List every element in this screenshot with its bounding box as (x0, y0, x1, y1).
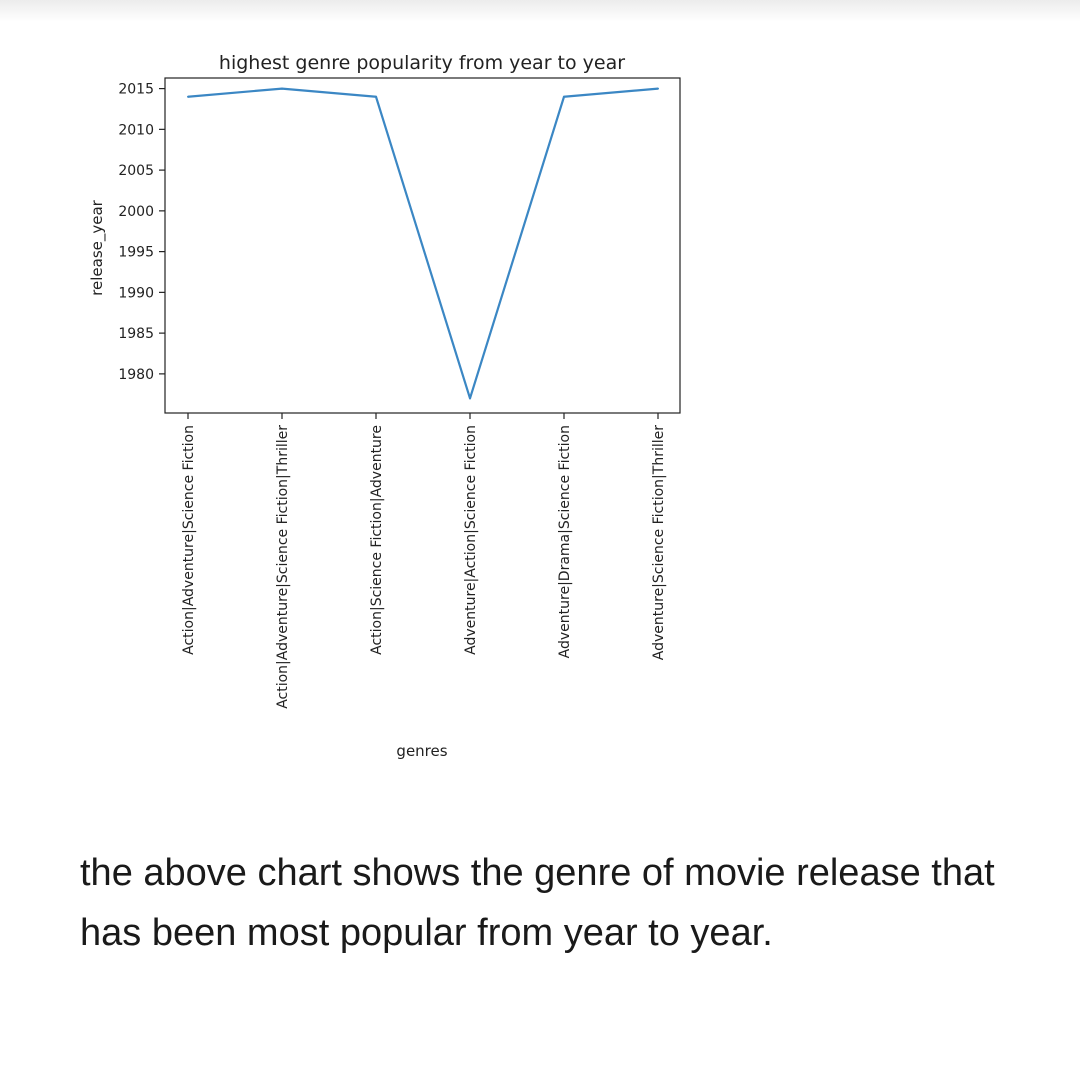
x-tick-label: Action|Science Fiction|Adventure (369, 425, 385, 655)
y-tick-label: 2010 (118, 122, 154, 138)
chart-title: highest genre popularity from year to ye… (219, 52, 625, 74)
y-axis-label: release_year (88, 199, 107, 295)
x-tick-label: Adventure|Science Fiction|Thriller (651, 425, 667, 660)
x-axis: Action|Adventure|Science Fiction Action|A… (181, 413, 667, 709)
x-tick-label: Action|Adventure|Science Fiction (181, 425, 197, 655)
x-axis-label: genres (396, 742, 447, 760)
y-tick-label: 1995 (118, 245, 154, 261)
y-tick-label: 2000 (118, 204, 154, 220)
y-tick-label: 1980 (118, 367, 154, 383)
x-tick-label: Adventure|Action|Science Fiction (463, 425, 479, 655)
y-tick-label: 2005 (118, 163, 154, 179)
x-tick-label: Adventure|Drama|Science Fiction (557, 425, 573, 658)
data-point (187, 95, 189, 98)
data-point (563, 95, 565, 98)
y-tick-label: 2015 (118, 82, 154, 98)
data-point (375, 95, 377, 98)
y-axis: 1980 1985 1990 1995 2000 2005 2010 2015 (118, 82, 165, 383)
chart-caption: the above chart shows the genre of movie… (80, 852, 995, 954)
line-chart: highest genre popularity from year to ye… (88, 52, 681, 760)
top-shadow (0, 0, 1080, 22)
data-point (281, 87, 283, 90)
y-tick-label: 1985 (118, 326, 154, 342)
plot-frame (164, 77, 681, 414)
x-tick-label: Action|Adventure|Science Fiction|Thrille… (275, 425, 291, 709)
series-line (187, 87, 659, 400)
y-tick-label: 1990 (118, 285, 154, 301)
data-point (469, 397, 471, 400)
data-point (657, 87, 659, 90)
